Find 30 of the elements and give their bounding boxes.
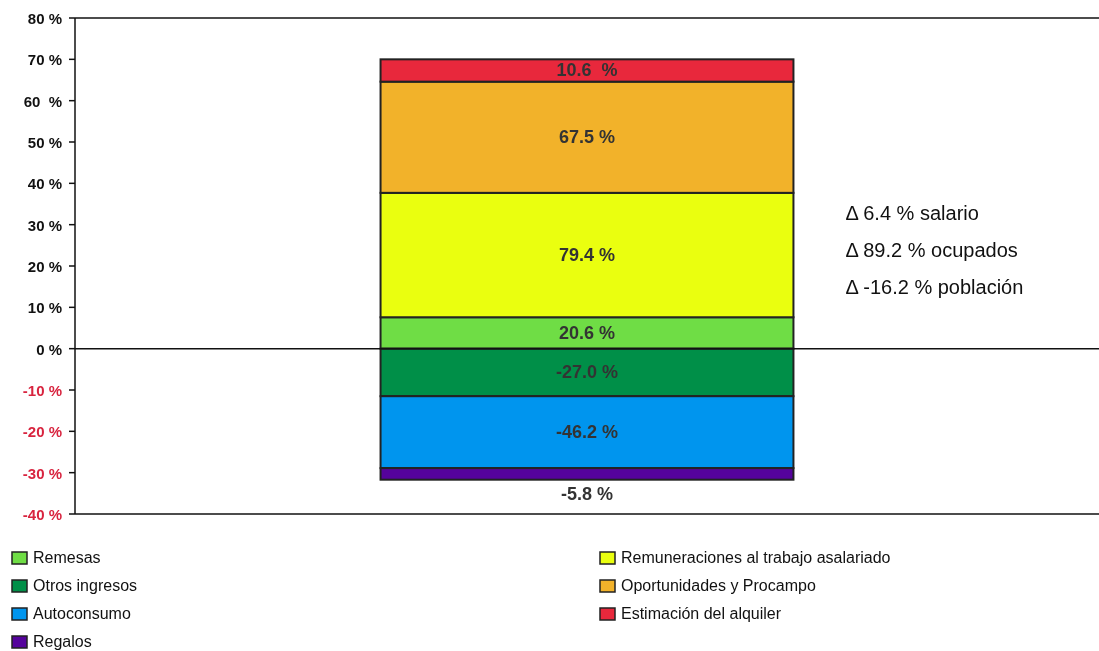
y-tick-label: 30 % [27, 216, 62, 234]
legend-label: Remuneraciones al trabajo asalariado [621, 549, 891, 566]
legend-label: Regalos [33, 633, 92, 650]
annotation: Δ 6.4 % salario [845, 202, 979, 224]
annotation: 10.6 % [556, 60, 618, 81]
y-tick-label: 20 % [27, 257, 62, 275]
annotation: -46.2 % [555, 422, 619, 443]
y-tick-label: -30 % [22, 464, 62, 482]
legend-label: Autoconsumo [33, 605, 131, 622]
legend-label: Estimación del alquiler [621, 605, 782, 622]
annotation: -5.8 % [560, 483, 614, 504]
annotation: 79.4 % [558, 245, 616, 266]
legend-label: Remesas [33, 549, 101, 566]
y-tick-label: 10 % [27, 298, 62, 316]
y-tick-label: -20 % [22, 422, 62, 440]
legend-label: Oportunidades y Procampo [621, 577, 816, 594]
y-tick-label: 0 % [36, 340, 62, 358]
y-tick-label: 60 % [23, 92, 62, 110]
annotation: 20.6 % [558, 322, 616, 343]
y-tick-label: 80 % [27, 9, 62, 27]
y-tick-label: 50 % [27, 133, 62, 151]
annotation: -27.0 % [555, 362, 619, 383]
annotation: Δ -16.2 % población [845, 276, 1024, 298]
y-tick-label: 70 % [27, 50, 62, 68]
annotation: 67.5 % [558, 127, 616, 148]
y-tick-label: -40 % [22, 505, 62, 523]
legend-label: Otros ingresos [33, 577, 138, 594]
annotation: Δ 89.2 % ocupados [845, 239, 1018, 261]
y-tick-label: 40 % [27, 174, 62, 192]
y-tick-label: -10 % [22, 381, 62, 399]
